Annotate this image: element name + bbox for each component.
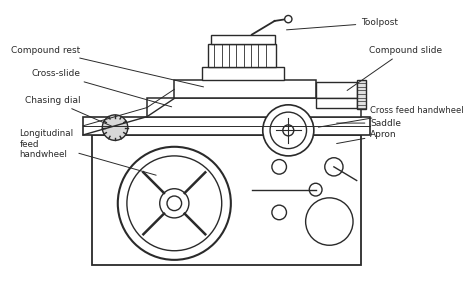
Circle shape (309, 183, 322, 196)
Bar (208, 44, 276, 66)
Bar (92, 135, 361, 265)
Circle shape (160, 189, 189, 218)
Text: Cross-slide: Cross-slide (31, 69, 172, 107)
Text: Apron: Apron (337, 130, 397, 144)
Bar (147, 99, 361, 117)
Circle shape (272, 160, 286, 174)
Circle shape (118, 147, 231, 260)
Bar (357, 80, 366, 110)
Bar (201, 66, 284, 80)
Circle shape (102, 115, 128, 140)
Circle shape (325, 158, 343, 176)
Circle shape (270, 112, 307, 149)
Text: Cross feed handwheel: Cross feed handwheel (319, 106, 464, 127)
Bar (316, 82, 357, 99)
Bar (316, 99, 357, 108)
Circle shape (127, 156, 222, 251)
Circle shape (283, 125, 294, 136)
Circle shape (285, 16, 292, 23)
Text: Compound rest: Compound rest (11, 46, 203, 87)
Text: Longitudinal
feed
handwheel: Longitudinal feed handwheel (19, 129, 156, 175)
Circle shape (272, 205, 286, 220)
Circle shape (263, 105, 314, 156)
Text: Chasing dial: Chasing dial (25, 96, 112, 127)
Circle shape (167, 196, 182, 211)
Bar (174, 80, 316, 99)
Text: Toolpost: Toolpost (286, 18, 398, 30)
Text: Saddle: Saddle (337, 118, 401, 127)
Text: Compound slide: Compound slide (347, 46, 442, 90)
Bar (211, 35, 274, 44)
Bar (83, 117, 370, 135)
Circle shape (306, 198, 353, 245)
